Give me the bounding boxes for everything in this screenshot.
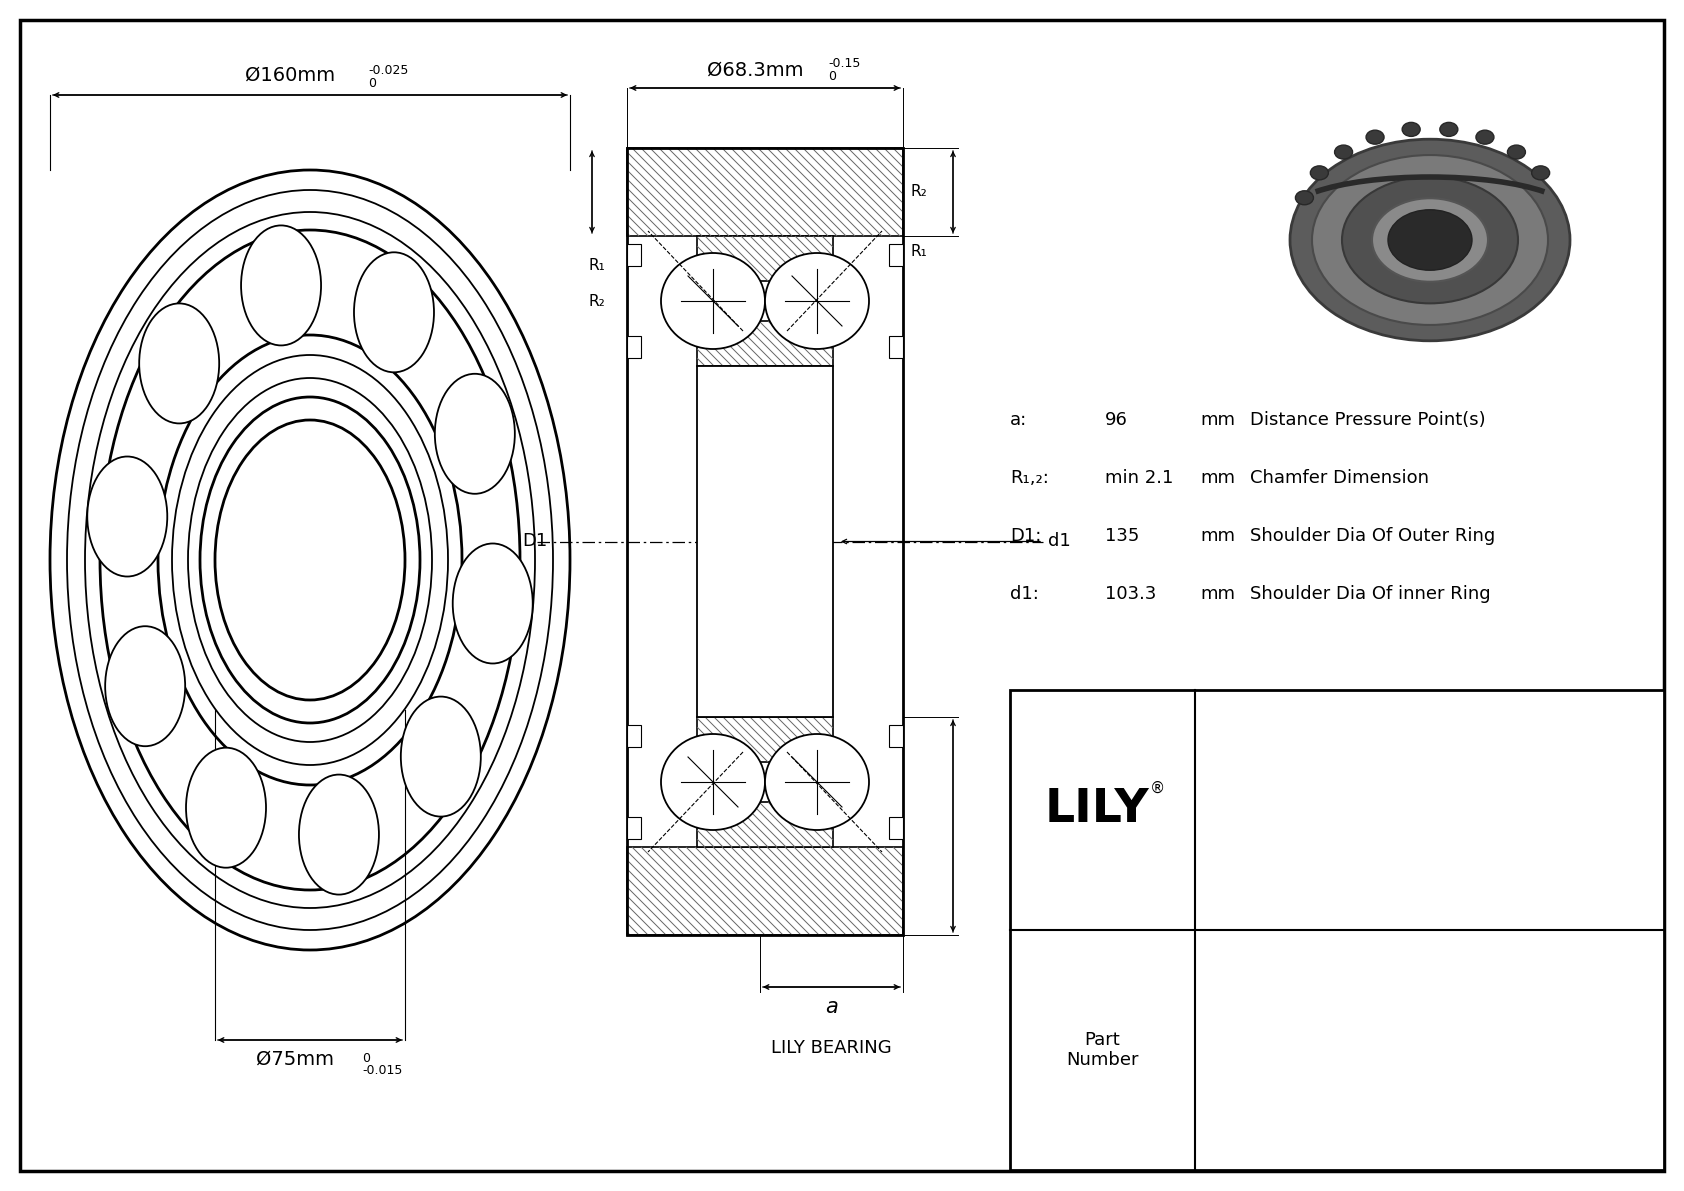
Ellipse shape	[88, 456, 167, 576]
Bar	[626, 336, 642, 358]
Text: Distance Pressure Point(s): Distance Pressure Point(s)	[1250, 411, 1485, 429]
Bar	[697, 236, 834, 281]
Text: Ø160mm: Ø160mm	[244, 66, 335, 85]
Ellipse shape	[662, 734, 765, 830]
Text: -0.15: -0.15	[829, 57, 861, 70]
Text: 135: 135	[1105, 526, 1140, 545]
Bar	[626, 244, 642, 266]
Text: mm: mm	[1201, 526, 1234, 545]
Ellipse shape	[1388, 210, 1472, 270]
Ellipse shape	[1335, 145, 1352, 160]
Bar	[889, 725, 903, 747]
Ellipse shape	[1372, 198, 1489, 282]
Bar	[697, 717, 834, 762]
Text: R₂: R₂	[911, 183, 928, 199]
Text: d1:: d1:	[1010, 585, 1039, 603]
Ellipse shape	[1475, 130, 1494, 144]
Bar	[697, 366, 834, 717]
Text: 0: 0	[829, 70, 835, 83]
Text: 103.3: 103.3	[1105, 585, 1157, 603]
Text: min 2.1: min 2.1	[1105, 469, 1174, 487]
Ellipse shape	[765, 734, 869, 830]
Bar	[697, 322, 834, 366]
Text: 0: 0	[362, 1052, 370, 1065]
Bar	[626, 847, 903, 935]
Bar	[1010, 690, 1664, 1170]
Text: a: a	[825, 997, 839, 1017]
Text: ®: ®	[1150, 780, 1165, 796]
Text: mm: mm	[1201, 585, 1234, 603]
Bar	[889, 817, 903, 838]
Text: R₁: R₁	[589, 258, 606, 274]
Text: LILY: LILY	[1044, 787, 1148, 833]
Text: R₁,₂:: R₁,₂:	[1010, 469, 1049, 487]
Bar	[697, 802, 834, 847]
Ellipse shape	[300, 774, 379, 894]
Text: Shoulder Dia Of inner Ring: Shoulder Dia Of inner Ring	[1250, 585, 1490, 603]
Ellipse shape	[104, 626, 185, 747]
Bar	[626, 725, 642, 747]
Bar	[889, 244, 903, 266]
Text: Shoulder Dia Of Outer Ring: Shoulder Dia Of Outer Ring	[1250, 526, 1495, 545]
Ellipse shape	[1507, 145, 1526, 160]
Ellipse shape	[401, 697, 482, 817]
Text: -0.025: -0.025	[369, 64, 409, 77]
Text: Ø75mm: Ø75mm	[256, 1050, 333, 1070]
Ellipse shape	[1310, 166, 1329, 180]
Text: mm: mm	[1201, 469, 1234, 487]
Text: -0.015: -0.015	[362, 1064, 402, 1077]
Ellipse shape	[1295, 191, 1314, 205]
Text: Part
Number: Part Number	[1066, 1030, 1138, 1070]
Ellipse shape	[1366, 130, 1384, 144]
Bar	[626, 148, 903, 935]
Text: LILY BEARING: LILY BEARING	[771, 1039, 893, 1056]
Ellipse shape	[185, 748, 266, 868]
Ellipse shape	[354, 252, 434, 373]
Text: 96: 96	[1105, 411, 1128, 429]
Bar	[626, 817, 642, 838]
Text: R₂: R₂	[589, 293, 606, 308]
Ellipse shape	[1440, 123, 1458, 137]
Bar	[889, 336, 903, 358]
Ellipse shape	[241, 225, 322, 345]
Text: a:: a:	[1010, 411, 1027, 429]
Ellipse shape	[1532, 166, 1549, 180]
Text: D1: D1	[522, 532, 547, 550]
Ellipse shape	[1312, 155, 1548, 325]
Text: R₁: R₁	[911, 243, 928, 258]
Ellipse shape	[434, 374, 515, 494]
Text: Ø68.3mm: Ø68.3mm	[707, 61, 803, 80]
Ellipse shape	[765, 252, 869, 349]
Ellipse shape	[662, 252, 765, 349]
Ellipse shape	[1403, 123, 1420, 137]
Text: D1:: D1:	[1010, 526, 1041, 545]
Ellipse shape	[140, 304, 219, 424]
Ellipse shape	[453, 543, 532, 663]
Text: mm: mm	[1201, 411, 1234, 429]
Ellipse shape	[1290, 139, 1569, 341]
Ellipse shape	[1342, 176, 1517, 304]
Bar	[626, 148, 903, 236]
Text: Chamfer Dimension: Chamfer Dimension	[1250, 469, 1430, 487]
Text: d1: d1	[1047, 532, 1071, 550]
Text: 0: 0	[369, 77, 376, 91]
